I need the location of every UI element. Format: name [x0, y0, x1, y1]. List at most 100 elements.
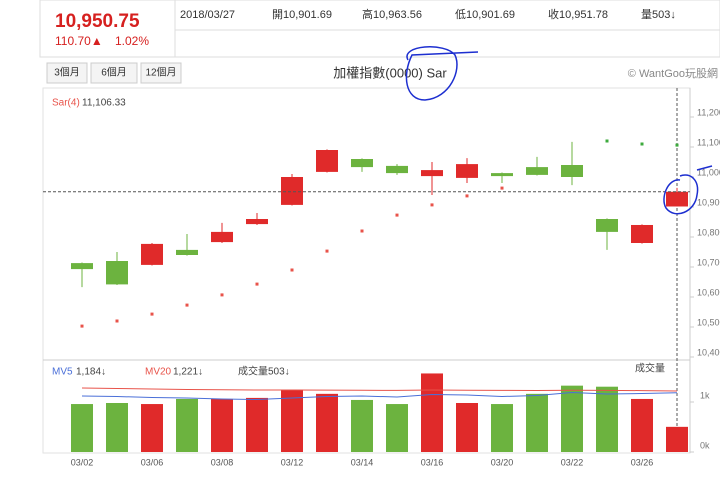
sar-dot [220, 293, 224, 297]
quote-open: 開10,901.69 [272, 8, 332, 21]
x-tick-label: 03/20 [491, 457, 514, 467]
volume-bar [281, 389, 303, 452]
candle-body [246, 219, 268, 225]
annotation-circle [663, 165, 713, 215]
volume-bar [351, 399, 373, 452]
candle-body [211, 231, 233, 243]
y-tick-label: 1k [700, 390, 710, 400]
marks: 10,400 10,500 10,600 10,700 10,800 10,900 11,0… [43, 107, 720, 467]
change: 110.70▲ [55, 34, 103, 48]
volume-bar [596, 386, 618, 452]
sar-dot [675, 143, 679, 147]
chart-title: 加權指數(0000) Sar [333, 65, 447, 80]
button-label[interactable]: 12個月 [145, 66, 176, 79]
mv-line [81, 387, 678, 392]
sar-dot [640, 142, 644, 146]
x-tick-label: 03/06 [141, 457, 164, 467]
y-tick-label: 10,500 [697, 317, 720, 327]
sar-dot [605, 139, 609, 143]
sar-dot [255, 282, 259, 286]
candle-body [281, 177, 303, 205]
candle-body [421, 170, 443, 177]
volume-bar [246, 397, 268, 452]
button-label[interactable]: 3個月 [54, 66, 80, 79]
volume-bar [526, 393, 548, 452]
sar-dot [185, 303, 189, 307]
volume-bar [316, 393, 338, 452]
candle-body [666, 191, 688, 207]
sar-dot [465, 194, 469, 198]
quote-date: 2018/03/27 [180, 9, 235, 21]
candle-body [141, 243, 163, 265]
y-tick-label: 10,900 [697, 197, 720, 207]
button-label[interactable]: 6個月 [101, 66, 127, 79]
y-tick-label: 11,000 [697, 167, 720, 177]
volume-bar [141, 404, 163, 452]
mv5-value: 1,184↓ [76, 367, 106, 378]
mv20-name: MV20 [145, 367, 172, 378]
sar-value: 11,106.33 [82, 98, 126, 109]
button[interactable] [90, 62, 138, 84]
sar-dot [150, 312, 154, 316]
x-tick-label: 03/16 [421, 457, 444, 467]
mv5-name: MV5 [52, 367, 73, 378]
volume-value: 成交量503↓ [238, 365, 290, 378]
quote-low: 低10,901.69 [455, 8, 515, 21]
y-tick-label: 0k [700, 440, 710, 450]
y-tick-label: 10,700 [697, 257, 720, 267]
sar-dot [360, 229, 364, 233]
candle-body [176, 249, 198, 255]
candle-body [106, 261, 128, 285]
volume-bar [421, 373, 443, 452]
sar-dot [115, 319, 119, 323]
sar-dot [290, 268, 294, 272]
button[interactable] [140, 62, 182, 84]
volume-bar [71, 404, 93, 452]
y-tick-label: 10,800 [697, 227, 720, 237]
volume-bar [561, 385, 583, 452]
candle-body [386, 165, 408, 174]
candle-body [316, 150, 338, 172]
candle-body [526, 167, 548, 175]
volume-bar [211, 398, 233, 452]
mv20-value: 1,221↓ [173, 367, 203, 378]
sar-dot [430, 203, 434, 207]
volume-bar [106, 403, 128, 452]
volume-title: 成交量 [635, 362, 665, 375]
price: 10,950.75 [55, 11, 140, 32]
candle-body [491, 173, 513, 177]
x-tick-label: 03/26 [631, 457, 654, 467]
sar-dot [395, 213, 399, 217]
y-tick-label: 10,400 [697, 347, 720, 357]
volume-bar [176, 398, 198, 452]
y-tick-label: 10,600 [697, 287, 720, 297]
x-tick-label: 03/12 [281, 457, 304, 467]
sar-dot [80, 324, 84, 328]
sar-dot [325, 249, 329, 253]
candle-body [561, 165, 583, 177]
quote-volume: 量503↓ [641, 8, 676, 21]
mv-line [81, 391, 678, 401]
candle-body [71, 263, 93, 270]
range-buttons: 3個月 6個月 12個月 [46, 62, 182, 84]
x-tick-label: 03/08 [211, 457, 234, 467]
volume-bar [456, 403, 478, 452]
header-box [39, 0, 720, 58]
y-tick-label: 11,200 [697, 107, 720, 117]
x-tick-label: 03/22 [561, 457, 584, 467]
volume-bar [491, 404, 513, 452]
x-tick-label: 03/14 [351, 457, 374, 467]
sar-dot [500, 186, 504, 190]
candle-body [596, 219, 618, 232]
y-tick-label: 11,100 [697, 137, 720, 147]
quote-close: 收10,951.78 [548, 7, 608, 21]
button[interactable] [46, 62, 88, 84]
sar-name: Sar(4) [52, 98, 80, 109]
candle-body [631, 224, 653, 243]
x-tick-label: 03/02 [71, 457, 94, 467]
annotation-circle [405, 46, 479, 101]
quote-high: 高10,963.56 [362, 7, 422, 21]
copyright: © WantGoo玩股網 [628, 66, 718, 80]
candle-body [456, 164, 478, 178]
